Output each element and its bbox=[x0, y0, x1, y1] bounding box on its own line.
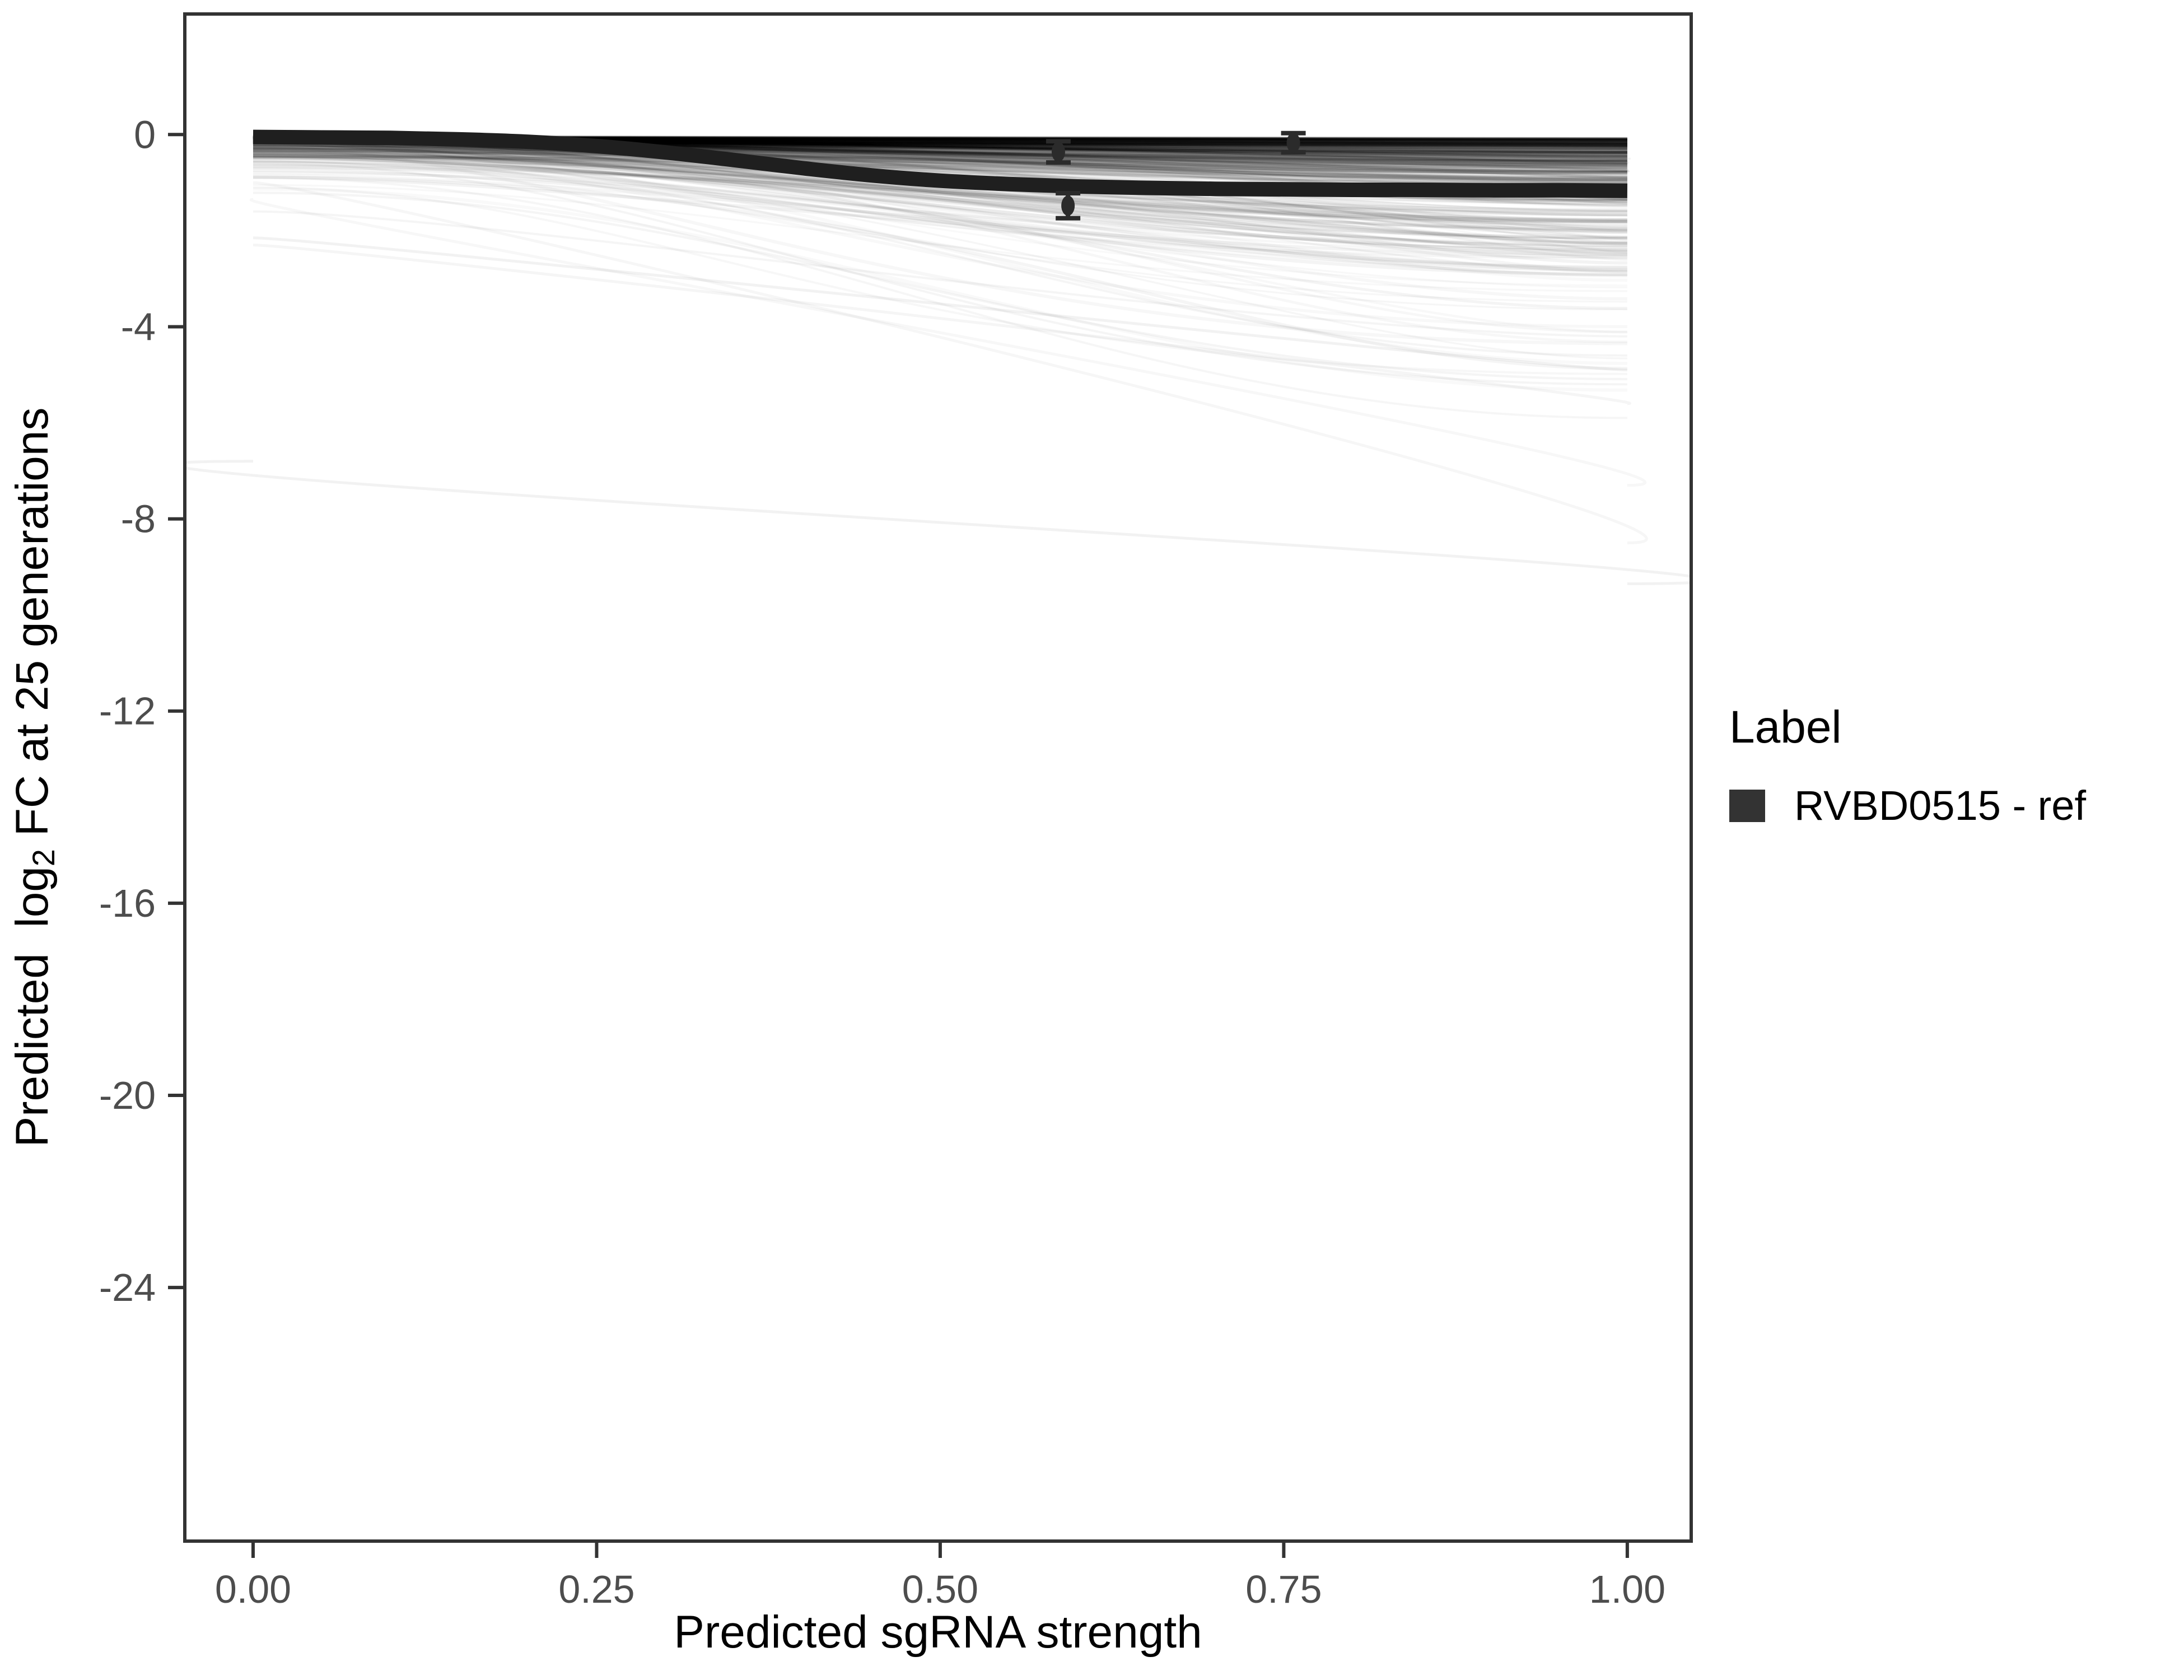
spaghetti-line bbox=[253, 153, 1627, 223]
spaghetti-line bbox=[253, 148, 1627, 166]
spaghetti-line bbox=[253, 146, 1629, 165]
y-axis-title-subscript: 2 bbox=[26, 849, 62, 867]
spaghetti-line bbox=[253, 152, 1627, 233]
error-bar bbox=[1281, 130, 1306, 155]
spaghetti-line bbox=[253, 145, 1627, 207]
legend-entry: RVBD0515 - ref bbox=[1729, 785, 2086, 827]
y-axis-title-prefix: Predicted log bbox=[7, 866, 58, 1147]
spaghetti-line bbox=[253, 192, 1627, 381]
spaghetti-line bbox=[253, 148, 1627, 170]
spaghetti-line bbox=[253, 147, 1627, 211]
spaghetti-line bbox=[253, 144, 1627, 162]
spaghetti-line bbox=[253, 156, 1627, 174]
spaghetti-line bbox=[253, 153, 1627, 177]
spaghetti-line bbox=[253, 151, 1627, 254]
error-bar bbox=[1046, 139, 1071, 165]
y-tick-label: -8 bbox=[121, 497, 156, 541]
reference-line bbox=[253, 129, 1628, 198]
spaghetti-line bbox=[253, 148, 1627, 177]
error-bar-point bbox=[1286, 132, 1300, 153]
spaghetti-line bbox=[253, 157, 1627, 310]
spaghetti-line bbox=[253, 146, 1627, 181]
error-bar bbox=[1056, 190, 1081, 221]
spaghetti-line bbox=[253, 156, 1627, 253]
legend-title: Label bbox=[1729, 702, 1842, 753]
spaghetti-line bbox=[253, 155, 1627, 248]
x-axis-title: Predicted sgRNA strength bbox=[674, 1607, 1202, 1658]
axes-layer: 0 -4 -8 -12 -16 -20 -24 0.00 0.25 0.50 0.75 1.00 bbox=[99, 113, 1665, 1611]
y-tick-label: 0 bbox=[134, 113, 156, 156]
y-tick-label: -16 bbox=[99, 881, 156, 925]
error-points-layer bbox=[1046, 130, 1306, 221]
y-tick-label: -4 bbox=[121, 305, 156, 348]
spaghetti-line bbox=[253, 157, 1627, 174]
error-bar-point bbox=[1061, 195, 1075, 216]
outlier-line bbox=[253, 162, 1627, 386]
spaghetti-line bbox=[253, 149, 1627, 168]
spaghetti-line bbox=[253, 164, 1627, 272]
spaghetti-line bbox=[253, 151, 1627, 245]
spaghetti-line bbox=[253, 150, 1627, 169]
spaghetti-line bbox=[253, 169, 1627, 269]
y-tick-label: -20 bbox=[99, 1074, 156, 1117]
spaghetti-line bbox=[253, 156, 1627, 174]
spaghetti-line bbox=[253, 143, 1627, 273]
spaghetti-line bbox=[253, 151, 1627, 170]
x-tick-label: 0.75 bbox=[1245, 1567, 1322, 1611]
outlier-line bbox=[253, 210, 1627, 338]
x-tick-label: 0.25 bbox=[558, 1567, 634, 1611]
y-tick-label: -12 bbox=[99, 689, 156, 733]
outlier-line bbox=[253, 236, 1627, 372]
outlier-line bbox=[185, 460, 1691, 585]
spaghetti-line bbox=[253, 143, 1627, 213]
error-bar-point bbox=[1051, 142, 1065, 162]
x-tick-label: 0.00 bbox=[215, 1567, 291, 1611]
spaghetti-line bbox=[253, 153, 1627, 186]
x-tick-label: 1.00 bbox=[1589, 1567, 1665, 1611]
legend-entry-label: RVBD0515 - ref bbox=[1794, 782, 2086, 829]
y-tick-label: -24 bbox=[99, 1266, 156, 1309]
spaghetti-line bbox=[253, 165, 1627, 277]
outlier-line bbox=[253, 157, 1627, 357]
outlier-line bbox=[253, 244, 1631, 405]
spaghetti-line bbox=[253, 151, 1627, 185]
spaghetti-line bbox=[253, 145, 1627, 164]
x-tick-label: 0.50 bbox=[902, 1567, 978, 1611]
spaghetti-line bbox=[253, 153, 1627, 182]
spaghetti-line bbox=[253, 154, 1627, 265]
spaghetti-line bbox=[253, 143, 1627, 172]
spaghetti-line bbox=[253, 150, 1627, 223]
spaghetti-line bbox=[253, 147, 1627, 167]
spaghetti-line bbox=[253, 150, 1627, 257]
spaghetti-line bbox=[253, 147, 1627, 227]
legend-swatch bbox=[1729, 790, 1765, 822]
spaghetti-line bbox=[253, 175, 1627, 259]
spaghetti-line bbox=[253, 146, 1627, 164]
spaghetti-line bbox=[253, 143, 1627, 166]
spaghetti-line bbox=[253, 142, 1627, 240]
spaghetti-line bbox=[253, 156, 1627, 240]
ensemble-lines-layer bbox=[185, 129, 1691, 585]
spaghetti-line bbox=[253, 144, 1627, 251]
legend: Label RVBD0515 - ref bbox=[1729, 704, 2086, 827]
spaghetti-line bbox=[253, 147, 1627, 184]
spaghetti-line bbox=[253, 149, 1627, 223]
spaghetti-line bbox=[253, 144, 1627, 206]
spaghetti-line bbox=[253, 148, 1627, 244]
spaghetti-line bbox=[253, 150, 1627, 250]
spaghetti-line bbox=[253, 143, 1627, 252]
spaghetti-line bbox=[253, 156, 1627, 221]
y-axis-title-suffix: FC at 25 generations bbox=[7, 407, 58, 850]
spaghetti-line bbox=[253, 147, 1627, 182]
y-axis-title: Predicted log2 FC at 25 generations bbox=[7, 407, 61, 1147]
panel-border bbox=[183, 12, 1693, 1543]
spaghetti-line bbox=[253, 139, 1627, 277]
